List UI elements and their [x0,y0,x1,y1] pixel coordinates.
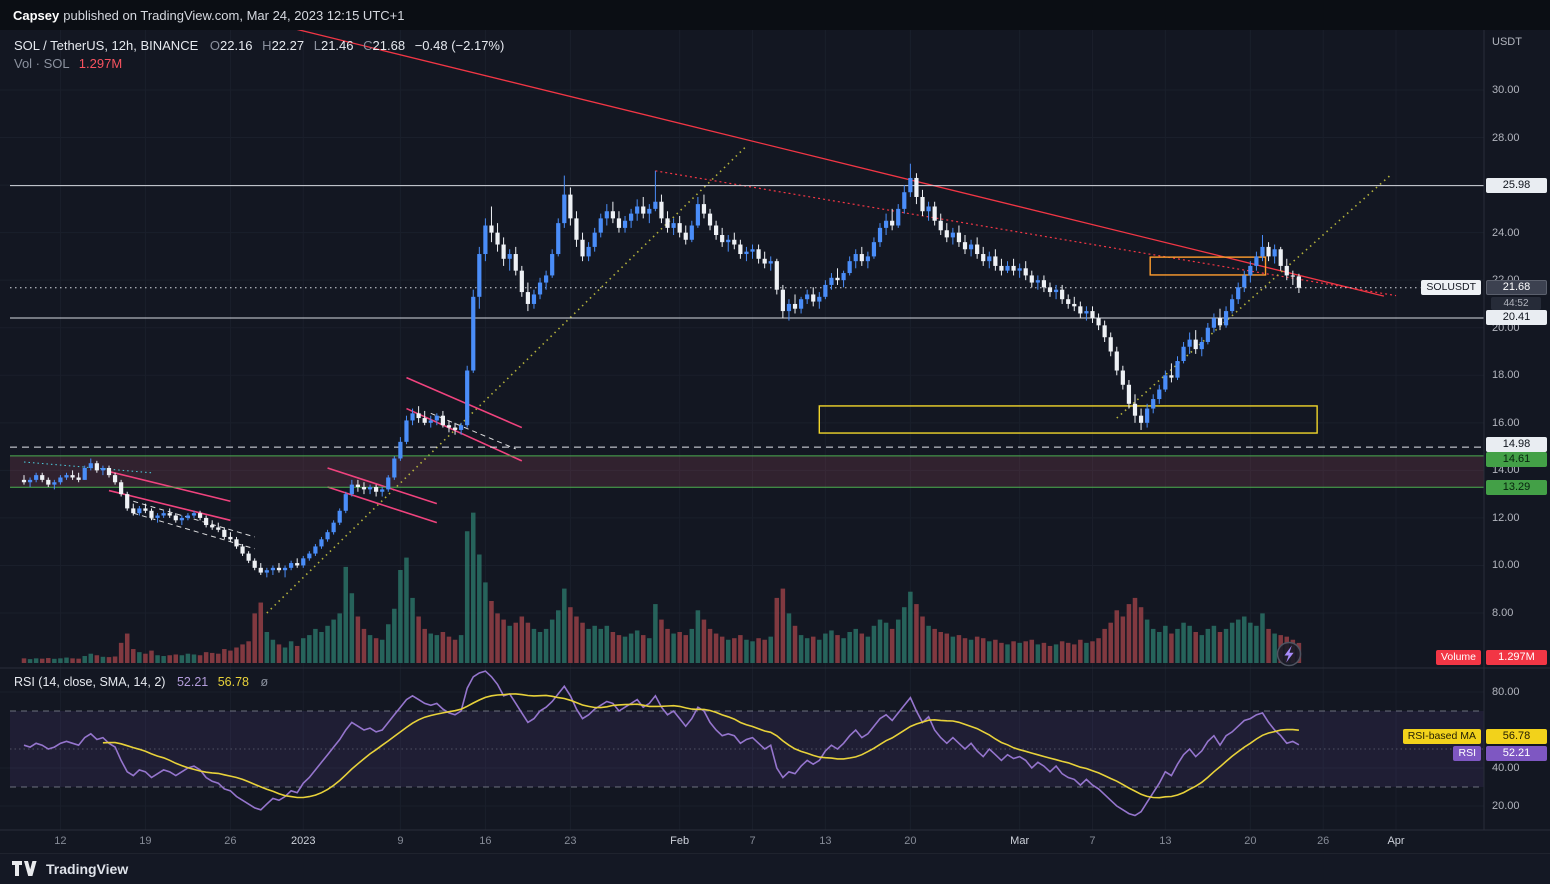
price-axis[interactable]: USDT 25.98 21.68 44:52 20.41 14.98 14.61… [1484,30,1550,830]
time-label: 20 [1244,835,1257,847]
trendline[interactable] [133,512,255,550]
rsi-pane [10,670,1484,817]
chart-area: SOL / TetherUS, 12h, BINANCE O22.16 H22.… [0,30,1550,853]
level-badge-2041: 20.41 [1486,310,1547,325]
time-label: 7 [1089,835,1096,847]
change-value: −0.48 (−2.17%) [414,38,505,53]
axis-currency-label: USDT [1492,36,1522,48]
time-label: 7 [749,835,756,847]
rsi-value-badge: 52.21 [1486,746,1547,761]
time-label: 23 [564,835,577,847]
volume-series [21,512,1302,663]
countdown-badge: 44:52 [1491,297,1541,310]
trendline[interactable] [406,376,523,429]
high-label: H [262,38,272,53]
symbol-title: SOL / TetherUS, 12h, BINANCE [14,38,199,53]
price-tick: 16.00 [1492,416,1520,429]
time-label: 16 [479,835,492,847]
time-label: 13 [1159,835,1172,847]
volume-axis-label: Volume [1435,650,1481,665]
rsi-axis-label: RSI [1453,746,1481,761]
price-chart-canvas[interactable] [0,30,1550,853]
publisher-text: published on TradingView.com, Mar 24, 20… [63,7,405,23]
trendline[interactable] [176,30,1385,297]
trendline[interactable] [133,500,255,538]
rsi-title: RSI (14, close, SMA, 14, 2) [14,675,166,689]
price-tick: 14.00 [1492,464,1520,477]
price-tick: 28.00 [1492,131,1520,144]
volume-legend[interactable]: Vol · SOL 1.297M [14,56,122,71]
rectangle-drawing[interactable] [1149,256,1267,276]
time-label: 20 [904,835,917,847]
candle-series [21,163,1302,578]
price-tick: 18.00 [1492,369,1520,382]
last-price-badge: 21.68 [1486,280,1547,295]
level-badge-1329: 13.29 [1486,480,1547,495]
close-label: C [363,38,373,53]
price-tick: 12.00 [1492,511,1520,524]
trendline[interactable] [406,407,523,462]
tradingview-logo-icon[interactable] [12,861,38,877]
symbol-price-line-label: SOLUSDT [1421,280,1481,295]
symbol-legend[interactable]: SOL / TetherUS, 12h, BINANCE O22.16 H22.… [14,38,510,53]
time-label: 12 [54,835,67,847]
price-tick: 8.00 [1492,606,1514,619]
support-zone[interactable] [10,455,1484,488]
volume-legend-value: 1.297M [78,56,123,71]
trendline[interactable] [266,145,748,614]
volume-legend-label: Vol · SOL [14,56,70,71]
time-label: Mar [1010,835,1030,847]
open-value: 22.16 [220,38,253,53]
trendline[interactable] [1116,174,1391,419]
time-label: 19 [139,835,152,847]
grid [0,30,1484,830]
close-value: 21.68 [372,38,406,53]
rsi-ma-value-badge: 56.78 [1486,729,1547,744]
time-label: 26 [1317,835,1330,847]
rsi-ma-line [102,693,1299,799]
rsi-ma-value: 56.78 [217,675,249,689]
rsi-tick: 20.00 [1492,800,1520,812]
price-tick: 30.00 [1492,84,1520,96]
rectangle-drawing[interactable] [818,405,1318,434]
rsi-settings-icon[interactable]: ø [260,675,269,689]
time-label: Apr [1387,835,1405,847]
quick-trade-button[interactable] [1276,641,1302,667]
time-label: Feb [670,835,690,847]
level-badge-2598: 25.98 [1486,178,1547,193]
time-label: 13 [819,835,832,847]
rsi-tick: 80.00 [1492,686,1520,698]
volume-value-badge: 1.297M [1486,650,1547,665]
time-axis[interactable]: 12 19 26 2023 9 16 23 Feb 7 13 20 Mar 7 13 20 26 Apr [0,830,1484,853]
trendline[interactable] [23,461,152,474]
price-tick: 10.00 [1492,559,1520,572]
time-label: 9 [397,835,404,847]
rsi-value: 52.21 [176,675,209,689]
rsi-legend[interactable]: RSI (14, close, SMA, 14, 2) 52.21 56.78 … [14,675,268,689]
low-label: L [313,38,321,53]
trendline[interactable] [108,470,231,503]
trendline[interactable] [430,412,516,450]
footer-bar: TradingView [0,853,1550,884]
footer-brand[interactable]: TradingView [46,861,129,877]
trendline[interactable] [655,170,1397,297]
publisher-author: Capsey [13,7,60,23]
time-label: 26 [224,835,237,847]
price-tick: 24.00 [1492,226,1520,239]
trendline[interactable] [327,467,438,505]
rsi-line [23,670,1300,817]
rsi-ma-axis-label: RSI-based MA [1402,729,1481,744]
level-badge-1461: 14.61 [1486,452,1547,467]
low-value: 21.46 [320,38,354,53]
lightning-icon [1284,645,1294,663]
open-label: O [209,38,220,53]
level-badge-1498: 14.98 [1486,437,1547,452]
rsi-tick: 40.00 [1492,762,1520,774]
high-value: 22.27 [271,38,305,53]
publisher-bar: Capsey published on TradingView.com, Mar… [0,0,1550,30]
time-label: 2023 [291,835,316,847]
